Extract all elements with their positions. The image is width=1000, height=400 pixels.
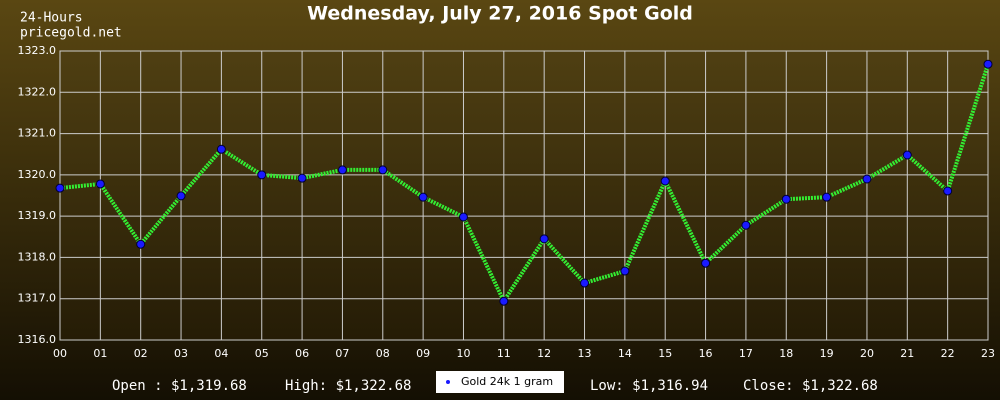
- legend-marker: [446, 380, 450, 384]
- legend-label: Gold 24k 1 gram: [461, 375, 553, 388]
- site-label: pricegold.net: [20, 26, 122, 41]
- x-tick-label: 12: [537, 347, 551, 360]
- x-tick-label: 06: [295, 347, 309, 360]
- marker: [620, 266, 630, 276]
- marker: [337, 165, 347, 175]
- x-tick-label: 02: [134, 347, 148, 360]
- marker: [136, 239, 146, 249]
- chart-title: Wednesday, July 27, 2016 Spot Gold: [307, 3, 693, 25]
- x-tick-label: 15: [658, 347, 672, 360]
- x-tick-label: 04: [214, 347, 228, 360]
- marker: [257, 170, 267, 180]
- marker: [781, 194, 791, 204]
- x-tick-label: 03: [174, 347, 188, 360]
- y-tick-label: 1321.0: [18, 127, 57, 140]
- open-label: Open : $1,319.68: [112, 378, 247, 394]
- x-tick-label: 09: [416, 347, 430, 360]
- y-tick-label: 1318.0: [18, 250, 57, 263]
- y-tick-label: 1316.0: [18, 333, 57, 346]
- close-label: Close: $1,322.68: [743, 378, 878, 394]
- marker: [499, 296, 509, 306]
- x-tick-label: 21: [900, 347, 914, 360]
- marker: [983, 59, 993, 69]
- marker: [378, 165, 388, 175]
- marker: [701, 258, 711, 268]
- x-tick-label: 14: [618, 347, 632, 360]
- legend-box: [436, 371, 564, 393]
- x-tick-label: 08: [376, 347, 390, 360]
- x-tick-label: 00: [53, 347, 67, 360]
- x-tick-label: 17: [739, 347, 753, 360]
- x-tick-label: 05: [255, 347, 269, 360]
- marker: [297, 173, 307, 183]
- marker: [862, 174, 872, 184]
- marker: [216, 144, 226, 154]
- y-tick-label: 1320.0: [18, 168, 57, 181]
- x-tick-label: 16: [699, 347, 713, 360]
- line: [59, 63, 990, 304]
- y-tick-label: 1323.0: [18, 44, 57, 57]
- marker: [95, 179, 105, 189]
- x-tick-label: 13: [578, 347, 592, 360]
- marker: [741, 220, 751, 230]
- x-tick-label: 18: [779, 347, 793, 360]
- low-label: Low: $1,316.94: [590, 378, 708, 394]
- high-label: High: $1,322.68: [285, 378, 411, 394]
- x-tick-label: 19: [820, 347, 834, 360]
- marker: [822, 192, 832, 202]
- marker: [539, 234, 549, 244]
- x-tick-label: 20: [860, 347, 874, 360]
- x-tick-label: 01: [93, 347, 107, 360]
- period-label: 24-Hours: [20, 11, 83, 26]
- marker: [176, 191, 186, 201]
- marker: [580, 278, 590, 288]
- marker: [418, 192, 428, 202]
- x-tick-label: 10: [456, 347, 470, 360]
- y-tick-label: 1319.0: [18, 209, 57, 222]
- marker: [55, 183, 65, 193]
- y-tick-label: 1322.0: [18, 85, 57, 98]
- x-tick-label: 22: [941, 347, 955, 360]
- x-tick-label: 23: [981, 347, 995, 360]
- marker: [902, 150, 912, 160]
- marker: [943, 186, 953, 196]
- x-tick-label: 07: [335, 347, 349, 360]
- y-tick-label: 1317.0: [18, 292, 57, 305]
- plot-area: [59, 50, 989, 341]
- x-tick-label: 11: [497, 347, 511, 360]
- marker: [660, 176, 670, 186]
- marker: [458, 212, 468, 222]
